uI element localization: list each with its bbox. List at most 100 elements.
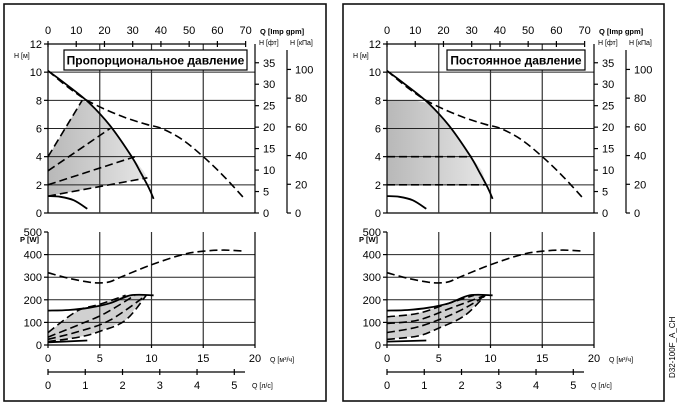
- ft-tick-label: 35: [263, 58, 275, 70]
- kpa-tick-label: 80: [634, 93, 646, 105]
- ft-tick-label: 5: [263, 187, 269, 199]
- y-tick-label: 100: [363, 317, 381, 329]
- y-tick-label: 4: [375, 152, 381, 164]
- x-axis-label: Q [м³/ч]: [270, 357, 294, 364]
- power-series-p-2: [47, 294, 136, 338]
- head-series-max-dashed: [47, 70, 246, 200]
- ft-tick-label: 30: [602, 79, 614, 91]
- top-tick-label: 0: [384, 25, 390, 37]
- power-series-p-2: [386, 294, 486, 325]
- kpa-tick-label: 100: [295, 64, 313, 76]
- top-tick-label: 10: [70, 25, 82, 37]
- y-tick-label: 10: [30, 67, 42, 79]
- kpa-tick-label: 20: [634, 179, 646, 191]
- y-axis-label: P [W]: [20, 235, 40, 244]
- top-tick-label: 50: [183, 25, 195, 37]
- y-tick-label: 4: [36, 152, 42, 164]
- y-tick-label: 6: [36, 124, 42, 136]
- kpa-tick-label: 20: [295, 179, 307, 191]
- ls-tick-label: 4: [194, 380, 200, 392]
- x-tick-label: 0: [384, 353, 390, 365]
- x-tick-label: 0: [45, 353, 51, 365]
- head-series-prop-3: [47, 155, 136, 186]
- kpa-tick-label: 0: [634, 208, 640, 220]
- ls-tick-label: 1: [421, 380, 427, 392]
- ls-tick-label: 2: [458, 380, 464, 392]
- y-tick-label: 0: [36, 208, 42, 220]
- y-tick-label: 12: [30, 39, 42, 51]
- power-series-min-power: [47, 339, 88, 344]
- y-tick-label: 200: [363, 295, 381, 307]
- kpa-tick-label: 40: [295, 151, 307, 163]
- ls-axis-label: Q [л/с]: [252, 383, 273, 390]
- y-axis-label: H [м]: [14, 53, 30, 60]
- top-tick-label: 20: [98, 25, 110, 37]
- y-tick-label: 2: [375, 180, 381, 192]
- ls-tick-label: 5: [231, 380, 237, 392]
- top-tick-label: 40: [494, 25, 506, 37]
- top-axis-label: Q [Imp gpm]: [260, 27, 305, 36]
- power-series-max-power-dashed: [386, 249, 584, 284]
- y-tick-label: 8: [375, 95, 381, 107]
- y-tick-label: 300: [363, 272, 381, 284]
- kpa-tick-label: 100: [634, 64, 652, 76]
- kpa-tick-label: 60: [295, 122, 307, 134]
- ft-tick-label: 35: [602, 58, 614, 70]
- head-series-prop-1: [47, 99, 83, 158]
- y-axis-label: H [м]: [353, 53, 369, 60]
- top-tick-label: 40: [155, 25, 167, 37]
- power-series-p-4: [47, 294, 147, 343]
- ls-tick-label: 0: [384, 380, 390, 392]
- mode-title: Пропорциональное давление: [63, 49, 248, 71]
- head-series-prop-2: [47, 127, 111, 172]
- power-series-p-1: [386, 294, 475, 318]
- ft-tick-label: 20: [602, 122, 614, 134]
- kpa-tick-label: 80: [295, 93, 307, 105]
- y-tick-label: 10: [369, 67, 381, 79]
- power-series-max-power: [386, 293, 493, 312]
- ft-tick-label: 15: [263, 144, 275, 156]
- ft-tick-label: 0: [263, 208, 269, 220]
- figure-code: D32-100F_A_CH: [668, 316, 677, 378]
- ft-axis-label: H [фт]: [598, 40, 618, 47]
- head-series-prop-4: [47, 177, 148, 197]
- top-axis-label: Q [Imp gpm]: [599, 27, 644, 36]
- kpa-axis-label: H [кПа]: [290, 40, 313, 47]
- ls-tick-label: 1: [82, 380, 88, 392]
- kpa-tick-label: 40: [634, 151, 646, 163]
- y-tick-label: 300: [24, 272, 42, 284]
- x-tick-label: 10: [484, 353, 496, 365]
- head-series-min-curve: [47, 195, 88, 210]
- operating-range-area: [48, 100, 148, 197]
- ft-tick-label: 10: [263, 165, 275, 177]
- power-series-p-1: [47, 294, 126, 334]
- power-series-max-power: [47, 293, 154, 312]
- top-tick-label: 70: [240, 25, 252, 37]
- y-tick-label: 12: [369, 39, 381, 51]
- y-tick-label: 0: [375, 208, 381, 220]
- operating-range-area: [387, 100, 487, 185]
- mode-title-text: Пропорциональное давление: [67, 54, 245, 68]
- head-series-min-curve: [386, 195, 427, 210]
- power-series-min-power: [386, 339, 427, 343]
- kpa-tick-label: 60: [634, 122, 646, 134]
- x-tick-label: 5: [436, 353, 442, 365]
- ls-tick-label: 2: [119, 380, 125, 392]
- head-series-max-dashed: [386, 70, 585, 200]
- top-tick-label: 60: [550, 25, 562, 37]
- x-axis-label: Q [м³/ч]: [609, 357, 633, 364]
- y-tick-label: 200: [24, 295, 42, 307]
- top-tick-label: 30: [127, 25, 139, 37]
- top-tick-label: 60: [211, 25, 223, 37]
- x-tick-label: 5: [97, 353, 103, 365]
- ft-tick-label: 20: [263, 122, 275, 134]
- panel-frame: [3, 3, 327, 402]
- ls-tick-label: 3: [496, 380, 502, 392]
- ft-tick-label: 30: [263, 79, 275, 91]
- y-axis-label: P [W]: [359, 235, 379, 244]
